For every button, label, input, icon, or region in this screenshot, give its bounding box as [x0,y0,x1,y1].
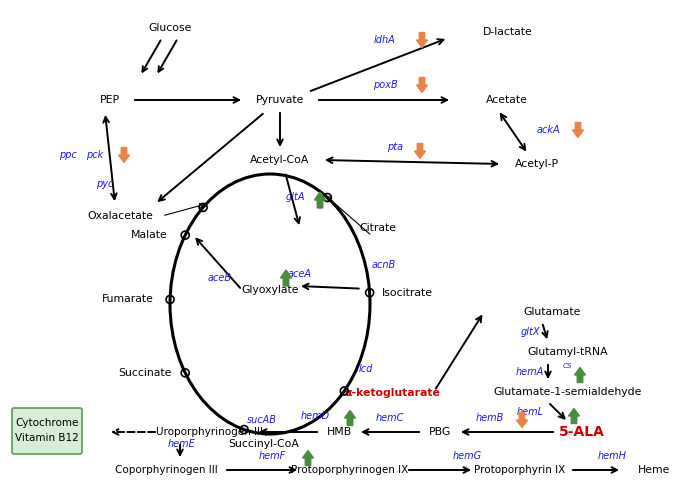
Text: Glutamate-1-semialdehyde: Glutamate-1-semialdehyde [494,387,642,397]
Text: hemG: hemG [452,451,482,461]
Text: Succinyl-CoA: Succinyl-CoA [229,438,299,448]
Text: Protoporphyrin IX: Protoporphyrin IX [475,465,566,475]
Text: hemC: hemC [376,413,404,423]
FancyArrow shape [416,32,427,48]
FancyArrow shape [345,410,356,426]
Text: CS: CS [563,363,573,369]
Text: hemB: hemB [476,413,504,423]
FancyArrow shape [573,122,584,138]
Text: Pyruvate: Pyruvate [256,95,304,105]
FancyArrow shape [569,408,580,424]
FancyArrow shape [280,270,292,286]
Text: 5-ALA: 5-ALA [559,425,605,439]
Text: Acetyl-P: Acetyl-P [515,159,559,169]
Text: Acetyl-CoA: Acetyl-CoA [250,155,310,165]
Text: hemF: hemF [258,451,286,461]
Text: hemA: hemA [516,367,544,377]
FancyArrow shape [516,412,527,428]
Text: sucAB: sucAB [247,414,277,424]
Text: aceB: aceB [208,273,232,283]
Text: Protoporphyrinogen IX: Protoporphyrinogen IX [291,465,409,475]
Text: aceA: aceA [288,269,312,279]
FancyBboxPatch shape [12,408,82,454]
Text: D-lactate: D-lactate [483,27,533,37]
Text: Fumarate: Fumarate [102,294,154,304]
Text: hemD: hemD [301,411,329,421]
Text: Cytochrome: Cytochrome [15,418,79,428]
Text: Vitamin B12: Vitamin B12 [15,433,79,443]
Text: pyc: pyc [97,179,114,189]
Text: α-ketoglutarate: α-ketoglutarate [345,388,440,398]
Text: Acetate: Acetate [486,95,528,105]
Text: Glyoxylate: Glyoxylate [241,285,299,295]
Text: HMB: HMB [327,427,353,437]
FancyArrow shape [303,450,314,466]
FancyArrow shape [314,192,325,208]
Text: Glucose: Glucose [149,23,192,33]
Text: Malate: Malate [131,230,168,240]
Text: Citrate: Citrate [360,223,397,233]
Text: Succinate: Succinate [119,368,172,378]
Text: Uroporphyrinogen III: Uroporphyrinogen III [156,427,264,437]
FancyArrow shape [119,148,129,162]
Text: Coporphyrinogen III: Coporphyrinogen III [114,465,217,475]
Text: lcd: lcd [359,364,373,374]
Text: ackA: ackA [536,125,560,135]
Text: ppc: ppc [59,150,77,160]
Text: Glutamate: Glutamate [523,307,581,317]
Text: Isocitrate: Isocitrate [382,288,433,298]
Text: hemL: hemL [516,407,543,417]
Text: Oxalacetate: Oxalacetate [87,211,153,221]
FancyArrow shape [416,78,427,92]
Text: pck: pck [86,150,103,160]
Text: acnB: acnB [371,260,396,270]
Text: PEP: PEP [100,95,120,105]
Text: Heme: Heme [638,465,670,475]
Text: PBG: PBG [429,427,451,437]
Text: pta: pta [387,142,403,152]
Text: gltA: gltA [285,192,305,202]
Text: poxB: poxB [373,80,397,90]
Text: ldhA: ldhA [374,35,396,45]
FancyArrow shape [414,144,425,158]
Text: hemH: hemH [597,451,627,461]
Text: hemE: hemE [168,439,196,449]
FancyArrow shape [575,368,586,382]
Text: gltX: gltX [520,327,540,337]
Text: Glutamyl-tRNA: Glutamyl-tRNA [527,347,608,357]
